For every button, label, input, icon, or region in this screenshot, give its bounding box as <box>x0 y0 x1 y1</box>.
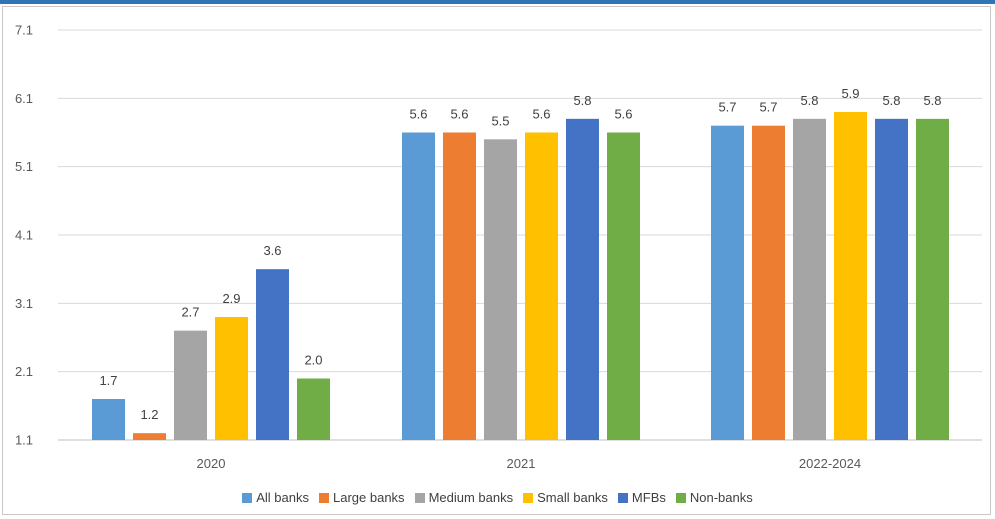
x-tick-label: 2022-2024 <box>799 456 861 471</box>
legend-item: Non-banks <box>675 490 753 505</box>
legend-label: Medium banks <box>428 490 514 505</box>
bar <box>711 125 744 441</box>
data-label: 5.6 <box>614 107 632 122</box>
bar <box>525 132 558 440</box>
top-accent-bar <box>0 0 995 4</box>
y-tick-label: 4.1 <box>15 228 33 243</box>
legend-swatch <box>675 492 686 503</box>
bar <box>752 125 785 441</box>
y-tick-label: 3.1 <box>15 296 33 311</box>
bar <box>174 330 207 440</box>
bar <box>834 112 867 440</box>
data-label: 5.8 <box>923 93 941 108</box>
data-label: 5.6 <box>450 107 468 122</box>
data-label: 5.5 <box>491 113 509 128</box>
x-axis-ticks: 2020 2021 2022-2024 <box>197 456 862 471</box>
bar <box>402 132 435 440</box>
bars <box>92 112 949 441</box>
y-axis-ticks: 1.1 2.1 3.1 4.1 5.1 6.1 7.1 <box>15 23 33 448</box>
data-label: 2.7 <box>181 305 199 320</box>
bar <box>256 269 289 440</box>
data-label: 5.8 <box>800 93 818 108</box>
bar <box>566 118 599 440</box>
data-label: 5.6 <box>532 107 550 122</box>
legend-item: Medium banks <box>414 490 514 505</box>
data-label: 5.7 <box>718 100 736 115</box>
data-label: 5.9 <box>841 86 859 101</box>
legend-swatch <box>414 492 425 503</box>
legend-label: All banks <box>256 490 309 505</box>
legend-item: All banks <box>242 490 309 505</box>
legend-label: MFBs <box>631 490 666 505</box>
gridlines <box>58 29 982 441</box>
y-tick-label: 7.1 <box>15 23 33 38</box>
y-tick-label: 6.1 <box>15 91 33 106</box>
data-label: 2.9 <box>222 291 240 306</box>
data-label: 1.2 <box>140 407 158 422</box>
bar <box>92 399 125 440</box>
legend-item: MFBs <box>617 490 666 505</box>
data-label: 2.0 <box>304 353 322 368</box>
data-label: 5.8 <box>573 93 591 108</box>
data-label: 5.7 <box>759 100 777 115</box>
legend-swatch <box>319 492 329 503</box>
bar <box>793 118 826 440</box>
legend-label: Large banks <box>333 490 405 505</box>
bar <box>916 118 949 440</box>
bar <box>215 317 248 440</box>
y-tick-label: 5.1 <box>15 159 33 174</box>
bar <box>297 378 330 440</box>
chart-frame <box>2 6 991 515</box>
bar <box>875 118 908 440</box>
data-label: 5.8 <box>882 93 900 108</box>
chart-legend: All banks Large banks Medium banks Small ba… <box>0 490 995 505</box>
x-tick-label: 2020 <box>197 456 226 471</box>
data-labels: 1.7 1.2 2.7 2.9 3.6 2.0 5.6 5.6 5.5 5.6 5.8 5.6 5.7 5… <box>99 86 941 422</box>
bar <box>443 132 476 440</box>
data-label: 5.6 <box>409 107 427 122</box>
x-tick-label: 2021 <box>507 456 536 471</box>
bar <box>133 433 166 440</box>
legend-item: Small banks <box>523 490 608 505</box>
y-tick-label: 1.1 <box>15 433 33 448</box>
data-label: 3.6 <box>263 243 281 258</box>
legend-swatch <box>242 492 253 503</box>
data-label: 1.7 <box>99 373 117 388</box>
y-tick-label: 2.1 <box>15 364 33 379</box>
legend-swatch <box>523 492 534 503</box>
legend-item: Large banks <box>319 490 405 505</box>
legend-swatch <box>617 492 628 503</box>
legend-label: Non-banks <box>689 490 753 505</box>
bar <box>607 132 640 440</box>
bar <box>484 139 517 441</box>
legend-label: Small banks <box>537 490 608 505</box>
